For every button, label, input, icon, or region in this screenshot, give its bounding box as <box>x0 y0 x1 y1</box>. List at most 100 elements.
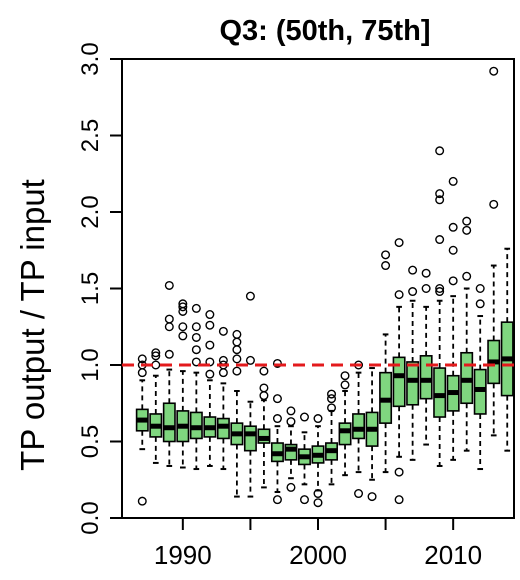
y-tick-label: 2.5 <box>77 119 104 152</box>
outlier-point <box>232 337 242 347</box>
box-1993 <box>216 326 230 471</box>
iqr-box <box>352 413 366 440</box>
box-2010 <box>446 176 460 461</box>
y-axis-label: TP output / TP input <box>14 179 51 471</box>
outlier-point <box>448 245 458 255</box>
outlier-point <box>448 176 458 186</box>
outlier-point <box>178 322 188 332</box>
outlier-point <box>191 345 201 355</box>
x-tick-label: 1990 <box>154 540 212 570</box>
outlier-point <box>191 322 201 332</box>
outlier-point <box>313 414 323 424</box>
outlier-point <box>232 345 242 355</box>
outlier-point <box>191 357 201 367</box>
box-2007 <box>406 265 420 461</box>
outlier-point <box>408 287 418 297</box>
outlier-point <box>286 417 296 427</box>
outlier-point <box>435 146 445 156</box>
outlier-point <box>191 303 201 313</box>
outlier-point <box>272 495 282 505</box>
outlier-point <box>435 195 445 205</box>
outlier-point <box>286 406 296 416</box>
chart-title: Q3: (50th, 75th] <box>219 15 430 47</box>
box-2000 <box>311 414 325 508</box>
outlier-point <box>164 322 174 332</box>
outlier-point <box>164 349 174 359</box>
outlier-point <box>178 331 188 341</box>
box-2011 <box>460 216 474 452</box>
outlier-point <box>394 290 404 300</box>
outlier-point <box>137 354 147 364</box>
outlier-point <box>462 271 472 281</box>
box-2014 <box>500 247 514 452</box>
box-2003 <box>352 360 366 499</box>
outlier-point <box>475 284 485 294</box>
box-2013 <box>487 66 501 437</box>
box-1990 <box>176 299 190 469</box>
box-2008 <box>419 268 433 446</box>
outlier-point <box>232 354 242 364</box>
outlier-point <box>191 332 201 342</box>
iqr-box <box>338 422 352 446</box>
outlier-point <box>408 265 418 275</box>
iqr-box <box>243 425 257 452</box>
outlier-point <box>475 299 485 309</box>
outlier-point <box>327 394 337 404</box>
outlier-point <box>218 326 228 336</box>
outlier-point <box>272 358 282 368</box>
outlier-point <box>259 383 269 393</box>
box-2004 <box>365 367 379 502</box>
outlier-point <box>272 414 282 424</box>
outlier-point <box>367 492 377 502</box>
outlier-point <box>313 498 323 508</box>
outlier-point <box>299 495 309 505</box>
iqr-box <box>392 356 406 408</box>
outlier-point <box>489 66 499 76</box>
box-2001 <box>325 389 338 486</box>
outlier-point <box>259 366 269 376</box>
iqr-box <box>433 367 447 418</box>
outlier-point <box>218 368 228 378</box>
outlier-point <box>137 496 147 506</box>
x-tick-label: 2010 <box>424 540 482 570</box>
outlier-point <box>462 216 472 226</box>
outlier-point <box>435 284 445 294</box>
box-1998 <box>284 406 298 492</box>
box-1996 <box>257 366 271 489</box>
box-2009 <box>433 146 447 467</box>
outlier-point <box>327 403 337 413</box>
outlier-point <box>259 391 269 401</box>
outlier-point <box>178 299 188 309</box>
outlier-point <box>394 467 404 477</box>
outlier-point <box>164 280 174 290</box>
outlier-point <box>245 355 255 365</box>
outlier-point <box>340 380 350 390</box>
box-2005 <box>379 250 393 474</box>
outlier-point <box>381 250 391 260</box>
outlier-point <box>205 369 215 379</box>
box-1995 <box>243 291 257 498</box>
outlier-point <box>448 222 458 232</box>
outlier-point <box>245 291 255 301</box>
outlier-point <box>462 225 472 235</box>
box-2006 <box>392 238 406 505</box>
outlier-point <box>448 276 458 286</box>
y-tick-label: 3.0 <box>77 42 104 75</box>
outlier-point <box>218 355 228 365</box>
outlier-point <box>489 199 499 209</box>
outlier-point <box>137 368 147 378</box>
outlier-point <box>381 261 391 271</box>
box-1999 <box>298 412 311 505</box>
outlier-point <box>299 412 309 422</box>
box-1987 <box>135 354 149 506</box>
box-1991 <box>189 303 203 471</box>
box-1989 <box>162 280 176 467</box>
outlier-point <box>435 189 445 199</box>
outlier-point <box>205 320 215 330</box>
outlier-point <box>435 235 445 245</box>
outlier-point <box>313 489 323 499</box>
y-tick-label: 1.0 <box>77 348 104 381</box>
box-1994 <box>230 329 244 498</box>
box-1997 <box>270 358 284 505</box>
